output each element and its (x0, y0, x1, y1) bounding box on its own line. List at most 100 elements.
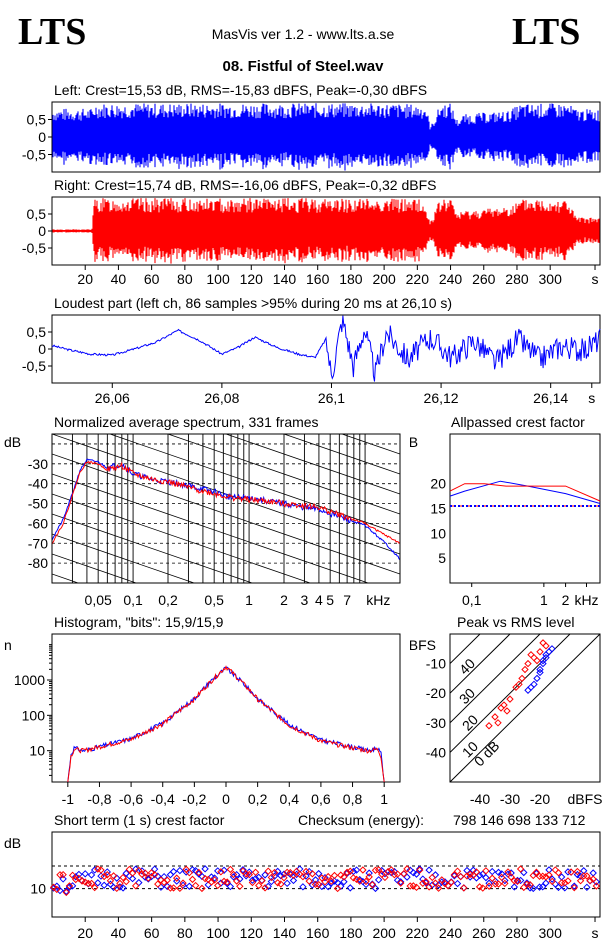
short-term-point-right (217, 868, 225, 876)
short-term-point-left (589, 869, 597, 877)
short-term-point-right (198, 884, 206, 893)
short-term-point-right (229, 870, 238, 879)
short-term-point-right (248, 878, 257, 887)
short-term-point-right (267, 873, 276, 882)
y-tick-label: -0,5 (22, 358, 46, 374)
x-tick-label: 0,2 (158, 592, 178, 608)
short-term-point-left (573, 870, 582, 879)
short-term-point-right (226, 865, 235, 874)
short-term-point-left (542, 879, 550, 887)
peak-rms-point-left (539, 659, 547, 668)
short-term-point-right (173, 874, 181, 882)
y-tick-label: 10 (29, 743, 45, 759)
short-term-point-left (485, 879, 493, 887)
y-tick-label: 0,5 (27, 112, 47, 128)
short-term-point-right (497, 873, 506, 882)
short-term-point-left (119, 884, 127, 892)
short-term-point-right (185, 868, 194, 877)
short-term-point-left (157, 883, 165, 891)
short-term-point-left (100, 881, 108, 889)
x-tick-label: 60 (144, 271, 160, 287)
short-term-point-right (163, 876, 171, 884)
x-tick-label: 20 (77, 271, 93, 287)
x-tick-label: 5 (326, 592, 334, 608)
short-term-point-left (576, 872, 585, 880)
x-tick-label: 1 (245, 592, 253, 608)
short-term-point-left (412, 870, 421, 878)
short-term-point-right (340, 873, 348, 881)
short-term-point-left (210, 874, 219, 882)
short-term-point-left (371, 884, 380, 893)
x-tick-label: 0,05 (85, 592, 112, 608)
y-tick-label: 10 (430, 525, 446, 541)
short-term-point-right (119, 873, 127, 882)
short-term-point-right (321, 878, 329, 886)
short-term-point-right (545, 871, 553, 879)
spectrum-slope-line (224, 434, 400, 495)
y-tick-label: -0,5 (22, 147, 46, 163)
diagonal-label: 0 dB (471, 738, 503, 770)
short-term-point-right (573, 867, 582, 876)
short-term-point-left (135, 878, 143, 887)
x-tick-label: -20 (530, 791, 550, 807)
peak-rms-point-left (530, 680, 538, 689)
peak-rms-point-left (533, 674, 541, 683)
peak-rms-point-right (533, 656, 541, 665)
short-term-point-right (166, 884, 175, 892)
short-term-point-left (535, 883, 544, 891)
short-term-point-right (169, 884, 178, 892)
short-term-point-right (150, 870, 159, 879)
spectrum-ylabel: dB (4, 434, 21, 450)
short-term-point-right (384, 867, 392, 876)
allpass-series-left (449, 480, 601, 504)
short-term-point-left (504, 870, 512, 878)
short-term-point-left (523, 879, 531, 887)
x-tick-label: 260 (472, 271, 496, 287)
short-term-point-right (434, 884, 443, 892)
short-term-point-right (210, 876, 219, 884)
x-tick-label: 160 (306, 271, 330, 287)
x-tick-label: 26,06 (95, 390, 130, 406)
spectrum-series-left (52, 458, 400, 561)
short-term-point-left (163, 882, 171, 891)
short-term-point-right (305, 877, 313, 885)
x-tick-label: 0,4 (280, 791, 300, 807)
short-term-point-left (554, 883, 563, 892)
spectrum-slope-line (166, 434, 400, 515)
peak-rms-point-right (518, 674, 526, 683)
y-tick-label: -50 (28, 496, 48, 512)
short-term-point-right (207, 878, 216, 886)
short-term-point-left (356, 875, 364, 884)
short-term-point-left (277, 871, 285, 880)
y-tick-label: 100 (22, 707, 46, 723)
short-term-point-left (428, 881, 436, 889)
peak-rms-point-right (485, 722, 493, 730)
short-term-point-right (106, 877, 115, 885)
short-term-point-right (53, 885, 61, 894)
short-term-point-right (463, 872, 471, 880)
diagonal-label: 20 (459, 711, 481, 733)
short-term-point-left (314, 869, 323, 878)
short-term-point-left (251, 874, 260, 883)
spectrum-plot-area (52, 434, 400, 583)
short-term-point-right (535, 872, 544, 880)
short-term-point-right (245, 870, 253, 879)
short-term-point-right (147, 869, 156, 877)
x-tick-label: 80 (177, 925, 193, 941)
short-term-point-left (352, 866, 361, 874)
short-term-point-left (214, 867, 222, 875)
short-term-point-left (507, 869, 515, 877)
short-term-point-right (390, 870, 399, 879)
short-term-point-left (236, 875, 244, 883)
x-tick-label: 140 (273, 925, 297, 941)
short-term-point-right (56, 871, 64, 879)
short-term-point-left (65, 883, 74, 891)
y-tick-label: 15 (430, 501, 446, 517)
x-tick-label: -0,2 (182, 791, 206, 807)
short-term-point-left (510, 883, 519, 891)
x-tick-label: 1 (380, 791, 388, 807)
short-term-point-left (545, 866, 553, 874)
short-term-point-right (261, 884, 269, 892)
peak-rms-point-left (548, 645, 556, 653)
short-term-point-left (497, 870, 506, 878)
